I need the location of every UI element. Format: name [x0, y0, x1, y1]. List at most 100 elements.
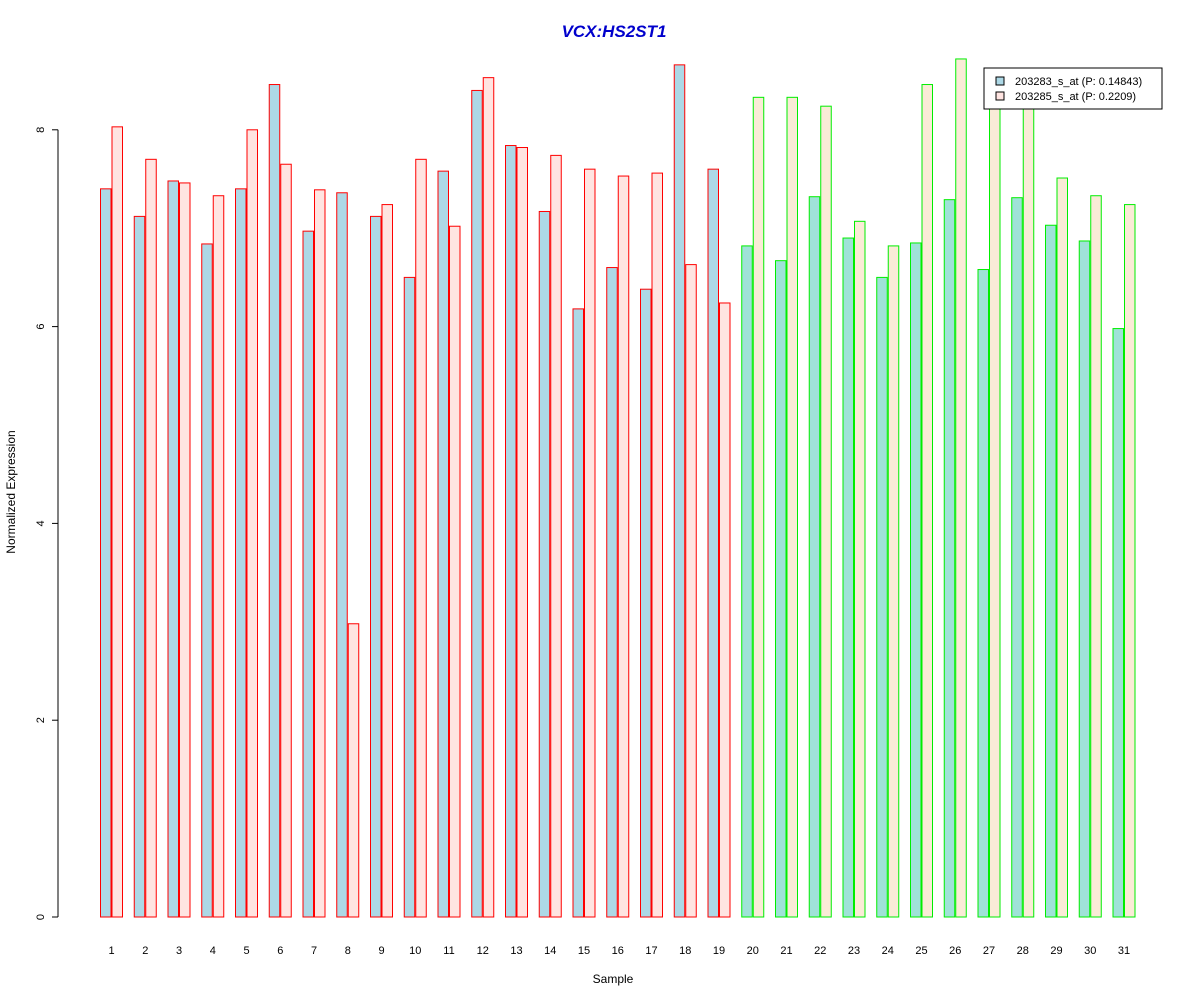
bar-sample-8-series-1	[336, 192, 348, 918]
legend-swatch-series-2	[995, 91, 1005, 101]
bar-sample-8-series-2	[347, 623, 360, 918]
bar-sample-27-series-2	[989, 99, 1001, 918]
bar-sample-29-series-2	[1056, 177, 1068, 918]
bar-sample-2-series-1	[133, 215, 146, 918]
x-tick-label: 7	[311, 945, 317, 957]
x-tick-label: 30	[1084, 945, 1096, 957]
x-tick-label: 19	[713, 945, 725, 957]
x-tick-label: 8	[345, 945, 351, 957]
bar-sample-31-series-2	[1124, 204, 1136, 918]
bar-sample-24-series-2	[887, 245, 900, 918]
x-tick-label: 27	[983, 945, 995, 957]
legend: 203283_s_at (P: 0.14843) 203285_s_at (P:…	[983, 67, 1163, 110]
bar-sample-12-series-2	[482, 77, 495, 918]
y-axis: 0 2 4 6 8	[35, 127, 59, 920]
bar-sample-15-series-1	[572, 308, 584, 918]
bar-sample-18-series-1	[673, 64, 686, 918]
x-tick-label: 10	[409, 945, 421, 957]
bar-sample-30-series-1	[1078, 240, 1091, 918]
chart-title: VCX:HS2ST1	[562, 22, 667, 41]
bar-sample-7-series-1	[302, 230, 314, 918]
x-tick-label: 5	[243, 945, 249, 957]
bar-sample-24-series-1	[876, 276, 888, 918]
x-tick-label: 18	[679, 945, 691, 957]
x-tick-label: 24	[882, 945, 894, 957]
bar-sample-16-series-1	[606, 267, 618, 918]
x-tick-label: 25	[915, 945, 927, 957]
legend-label-series-2: 203285_s_at (P: 0.2209)	[1015, 91, 1136, 103]
bar-sample-10-series-1	[403, 276, 416, 918]
bar-sample-1-series-1	[100, 188, 112, 918]
bar-sample-21-series-2	[786, 96, 798, 918]
x-tick-label: 21	[780, 945, 792, 957]
x-tick-label: 6	[277, 945, 283, 957]
bar-sample-7-series-2	[314, 189, 326, 918]
x-tick-label: 22	[814, 945, 826, 957]
bar-sample-9-series-2	[381, 204, 393, 918]
x-tick-label: 20	[747, 945, 759, 957]
x-tick-label: 16	[612, 945, 624, 957]
bar-sample-23-series-1	[842, 237, 854, 918]
legend-label-series-1: 203283_s_at (P: 0.14843)	[1015, 76, 1142, 88]
bar-sample-19-series-1	[707, 168, 719, 918]
bar-sample-26-series-2	[955, 58, 967, 918]
bar-sample-13-series-2	[516, 147, 528, 918]
bar-sample-26-series-1	[943, 199, 956, 918]
bar-sample-6-series-2	[280, 163, 292, 918]
x-tick-label: 23	[848, 945, 860, 957]
x-tick-label: 29	[1050, 945, 1062, 957]
bar-sample-11-series-1	[437, 170, 449, 918]
y-tick-label: 8	[35, 127, 47, 133]
bar-sample-20-series-1	[741, 245, 753, 918]
y-tick-label: 4	[35, 520, 47, 526]
bar-sample-12-series-1	[471, 89, 483, 918]
bar-sample-15-series-2	[584, 168, 596, 918]
x-tick-label: 14	[544, 945, 556, 957]
x-tick-label: 1	[108, 945, 114, 957]
bar-sample-17-series-2	[651, 172, 663, 918]
bar-sample-28-series-1	[1011, 197, 1023, 918]
bar-sample-5-series-1	[235, 188, 247, 918]
bar-sample-20-series-2	[752, 96, 765, 918]
bar-sample-25-series-2	[921, 84, 933, 918]
y-tick-label: 2	[35, 717, 47, 723]
bar-sample-9-series-1	[370, 215, 382, 918]
bar-sample-30-series-2	[1090, 195, 1102, 918]
y-axis-label: Normalized Expression	[4, 430, 18, 553]
bars	[100, 58, 1136, 918]
x-tick-label: 28	[1017, 945, 1029, 957]
x-tick-label: 13	[510, 945, 522, 957]
bar-sample-29-series-1	[1045, 224, 1057, 918]
bar-sample-4-series-2	[212, 195, 225, 918]
bar-sample-25-series-1	[910, 242, 922, 918]
bar-sample-18-series-2	[685, 264, 697, 918]
bar-sample-14-series-1	[538, 210, 551, 918]
x-tick-label: 3	[176, 945, 182, 957]
bar-sample-11-series-2	[449, 225, 461, 918]
bar-sample-28-series-2	[1022, 99, 1035, 918]
bar-sample-22-series-1	[808, 196, 821, 918]
x-tick-label: 11	[443, 945, 454, 957]
y-tick-label: 0	[35, 914, 47, 920]
x-axis-tick-labels: 1 2 3 4 5 6 7 8 9 10 11 12 13 14 15 16 17 18 19 20 21 22 23 24 2…	[108, 945, 1130, 957]
bar-sample-22-series-2	[820, 105, 832, 918]
bar-sample-19-series-2	[719, 302, 731, 918]
x-tick-label: 4	[210, 945, 216, 957]
x-tick-label: 31	[1118, 945, 1130, 957]
bar-sample-4-series-1	[201, 243, 213, 918]
x-tick-label: 9	[378, 945, 384, 957]
bar-sample-23-series-2	[854, 220, 866, 918]
bar-sample-13-series-1	[505, 145, 517, 918]
x-axis-label: Sample	[593, 972, 634, 986]
bar-sample-1-series-2	[111, 126, 123, 918]
bar-sample-17-series-1	[640, 288, 652, 918]
x-tick-label: 2	[142, 945, 148, 957]
legend-swatch-series-1	[995, 76, 1005, 86]
bar-sample-10-series-2	[415, 158, 427, 918]
bar-sample-16-series-2	[617, 175, 630, 918]
bar-sample-2-series-2	[145, 158, 157, 918]
bar-sample-3-series-2	[179, 182, 191, 918]
bar-sample-14-series-2	[550, 154, 562, 918]
x-tick-label: 12	[477, 945, 489, 957]
